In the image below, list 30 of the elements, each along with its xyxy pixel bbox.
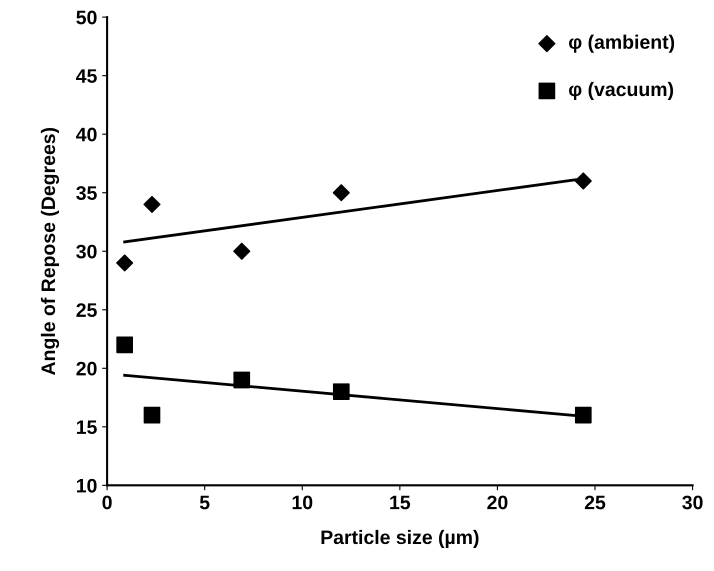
y-tick-label: 30 (76, 244, 97, 259)
x-tick-label: 25 (584, 496, 606, 510)
y-tick-label: 45 (76, 69, 97, 83)
legend-label: φ (ambient) (569, 34, 674, 53)
y-tick-label: 25 (76, 303, 97, 318)
point (116, 336, 133, 354)
point (116, 254, 134, 272)
point (574, 172, 592, 190)
y-tick-label: 10 (76, 478, 97, 493)
x-tick-label: 10 (292, 496, 312, 510)
legend-label: φ (vacuum) (569, 82, 674, 100)
y-tick-label: 20 (76, 362, 97, 376)
x-tick-label: 5 (200, 496, 210, 510)
point (574, 406, 592, 424)
point (143, 196, 161, 213)
x-tick-label: 20 (487, 496, 508, 510)
y-tick-label: 40 (76, 128, 97, 142)
x-tick-label: 15 (390, 496, 410, 510)
x-tick-label: 30 (682, 496, 703, 510)
y-tick-label: 15 (76, 420, 97, 434)
y-axis-title: Angle of Repose (Degrees) (40, 128, 60, 375)
y-tick-label: 50 (76, 10, 97, 24)
point (144, 406, 160, 424)
point (332, 383, 350, 400)
x-axis-title: Particle size (µm) (322, 530, 479, 548)
point (332, 184, 350, 202)
x-tick-label: 0 (102, 496, 112, 510)
point (233, 242, 250, 260)
y-tick-label: 35 (76, 186, 97, 200)
point (233, 372, 250, 388)
